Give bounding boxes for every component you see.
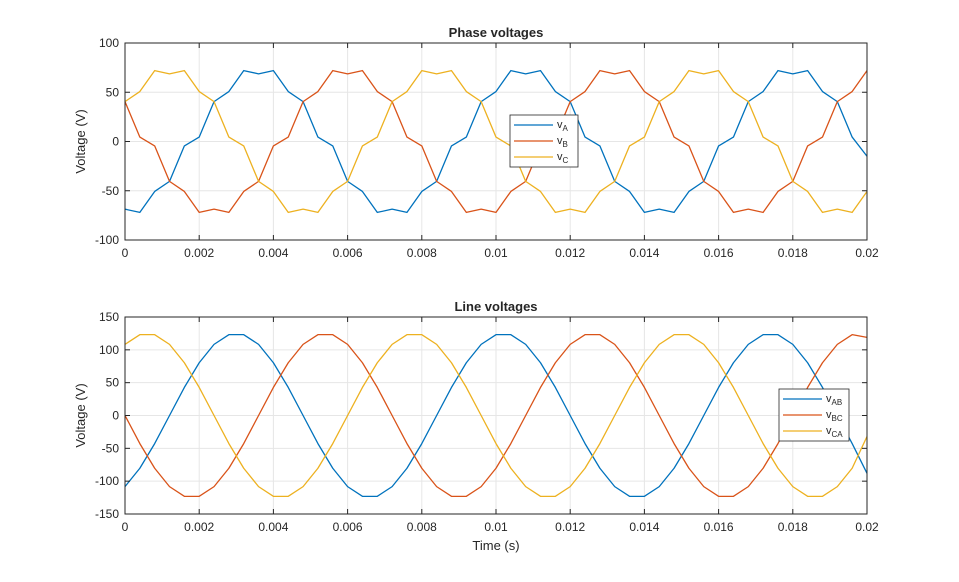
- legend-label-subscript: C: [563, 156, 569, 165]
- x-tick-label: 0.014: [629, 520, 659, 534]
- x-tick-label: 0.012: [555, 520, 585, 534]
- legend-label-vC: vC: [557, 151, 569, 165]
- legend-label-subscript: AB: [832, 398, 843, 407]
- x-tick-label: 0.004: [258, 520, 288, 534]
- legend: vA vB vC: [509, 114, 579, 168]
- y-tick-label: 50: [106, 376, 120, 390]
- x-tick-label: 0.006: [333, 520, 363, 534]
- x-tick-label: 0.008: [407, 246, 437, 260]
- y-tick-label: 100: [99, 36, 119, 50]
- y-tick-label: 50: [106, 85, 120, 99]
- y-axis-label: Voltage (V): [73, 109, 88, 173]
- legend-label-subscript: CA: [832, 430, 844, 439]
- x-tick-label: 0: [122, 246, 129, 260]
- x-tick-label: 0.02: [855, 246, 879, 260]
- legend-label-vA: vA: [557, 119, 569, 133]
- x-tick-label: 0.01: [484, 520, 508, 534]
- x-tick-label: 0.016: [704, 246, 734, 260]
- chart-1: 0 0.002 0.004 0.006 0.008 0.01 0.012 0.014 0.016…: [73, 25, 879, 260]
- x-tick-label: 0.01: [484, 246, 508, 260]
- y-axis-label: Voltage (V): [73, 383, 88, 447]
- y-tick-label: -150: [95, 507, 119, 521]
- x-tick-label: 0.02: [855, 520, 879, 534]
- x-tick-label: 0.006: [333, 246, 363, 260]
- series-line-vCA: [124, 334, 868, 497]
- y-tick-label: 150: [99, 310, 119, 324]
- legend-label-vB: vB: [557, 135, 568, 149]
- x-tick-label: 0.008: [407, 520, 437, 534]
- legend-label-subscript: A: [563, 124, 569, 133]
- y-tick-label: -50: [102, 184, 120, 198]
- series-line-vB: [124, 69, 868, 214]
- series-line-vA: [124, 69, 868, 214]
- x-tick-label: 0.014: [629, 246, 659, 260]
- y-tick-label: 0: [112, 409, 119, 423]
- x-tick-label: 0.018: [778, 520, 808, 534]
- chart-title: Line voltages: [454, 299, 537, 314]
- legend-label-subscript: BC: [832, 414, 843, 423]
- chart-2: 0 0.002 0.004 0.006 0.008 0.01 0.012 0.014 0.016…: [73, 299, 879, 553]
- legend-label-subscript: B: [563, 140, 568, 149]
- series-line-vBC: [124, 334, 868, 497]
- x-tick-label: 0.002: [184, 520, 214, 534]
- series-line-vC: [124, 69, 868, 214]
- y-tick-label: -50: [102, 441, 120, 455]
- y-tick-label: 100: [99, 343, 119, 357]
- x-tick-label: 0.012: [555, 246, 585, 260]
- x-tick-label: 0: [122, 520, 129, 534]
- y-tick-label: -100: [95, 474, 119, 488]
- y-tick-label: -100: [95, 233, 119, 247]
- x-axis-label: Time (s): [472, 538, 519, 553]
- x-tick-label: 0.018: [778, 246, 808, 260]
- x-tick-label: 0.002: [184, 246, 214, 260]
- chart-title: Phase voltages: [449, 25, 544, 40]
- x-tick-label: 0.004: [258, 246, 288, 260]
- series-line-vAB: [124, 334, 868, 497]
- x-tick-label: 0.016: [704, 520, 734, 534]
- y-tick-label: 0: [112, 135, 119, 149]
